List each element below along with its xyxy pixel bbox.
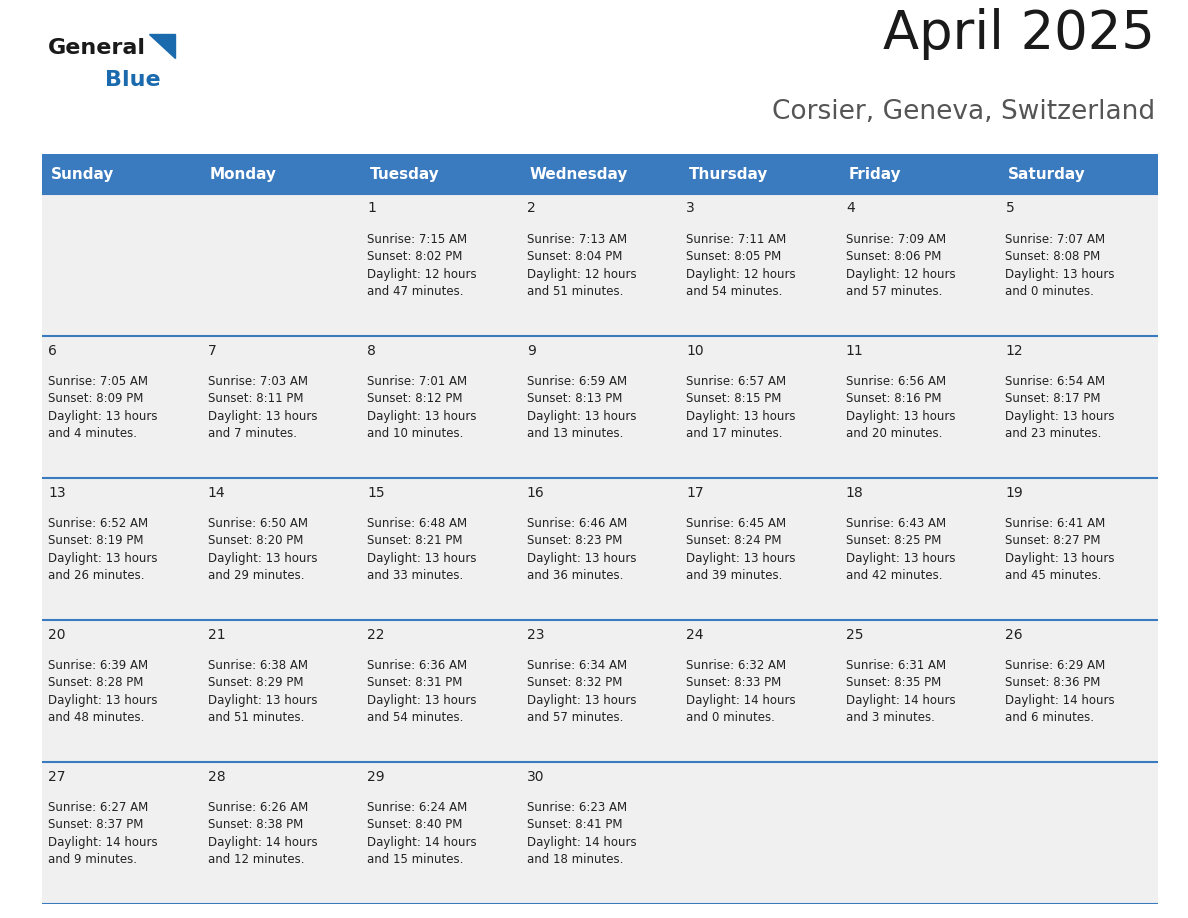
Text: Thursday: Thursday [689,166,767,182]
Text: April 2025: April 2025 [883,8,1155,61]
Text: 20: 20 [49,628,65,642]
Text: Friday: Friday [848,166,901,182]
Text: 9: 9 [526,343,536,357]
Text: Sunrise: 6:39 AM
Sunset: 8:28 PM
Daylight: 13 hours
and 48 minutes.: Sunrise: 6:39 AM Sunset: 8:28 PM Dayligh… [49,659,158,724]
Text: 27: 27 [49,769,65,784]
Text: Sunrise: 6:23 AM
Sunset: 8:41 PM
Daylight: 14 hours
and 18 minutes.: Sunrise: 6:23 AM Sunset: 8:41 PM Dayligh… [526,800,637,867]
Text: Sunday: Sunday [51,166,114,182]
Text: Tuesday: Tuesday [369,166,440,182]
Bar [42,621,1158,762]
Text: 28: 28 [208,769,226,784]
Text: Wednesday: Wednesday [529,166,627,182]
Bar [201,154,361,194]
Text: 18: 18 [846,486,864,499]
Bar [520,154,680,194]
Text: 17: 17 [687,486,704,499]
Text: Monday: Monday [210,166,277,182]
Text: 10: 10 [687,343,704,357]
Text: Sunrise: 7:11 AM
Sunset: 8:05 PM
Daylight: 12 hours
and 54 minutes.: Sunrise: 7:11 AM Sunset: 8:05 PM Dayligh… [687,233,796,298]
Text: 7: 7 [208,343,216,357]
Text: 11: 11 [846,343,864,357]
Text: Sunrise: 7:01 AM
Sunset: 8:12 PM
Daylight: 13 hours
and 10 minutes.: Sunrise: 7:01 AM Sunset: 8:12 PM Dayligh… [367,375,476,441]
Bar [42,194,1158,336]
Text: 15: 15 [367,486,385,499]
Text: Sunrise: 6:27 AM
Sunset: 8:37 PM
Daylight: 14 hours
and 9 minutes.: Sunrise: 6:27 AM Sunset: 8:37 PM Dayligh… [49,800,158,867]
Text: 29: 29 [367,769,385,784]
Text: Sunrise: 6:59 AM
Sunset: 8:13 PM
Daylight: 13 hours
and 13 minutes.: Sunrise: 6:59 AM Sunset: 8:13 PM Dayligh… [526,375,637,441]
Text: Sunrise: 6:29 AM
Sunset: 8:36 PM
Daylight: 14 hours
and 6 minutes.: Sunrise: 6:29 AM Sunset: 8:36 PM Dayligh… [1005,659,1116,724]
Text: Sunrise: 6:34 AM
Sunset: 8:32 PM
Daylight: 13 hours
and 57 minutes.: Sunrise: 6:34 AM Sunset: 8:32 PM Dayligh… [526,659,637,724]
Text: Sunrise: 7:05 AM
Sunset: 8:09 PM
Daylight: 13 hours
and 4 minutes.: Sunrise: 7:05 AM Sunset: 8:09 PM Dayligh… [49,375,158,441]
Text: 3: 3 [687,201,695,216]
Text: 12: 12 [1005,343,1023,357]
Text: Sunrise: 7:07 AM
Sunset: 8:08 PM
Daylight: 13 hours
and 0 minutes.: Sunrise: 7:07 AM Sunset: 8:08 PM Dayligh… [1005,233,1116,298]
Text: Sunrise: 6:43 AM
Sunset: 8:25 PM
Daylight: 13 hours
and 42 minutes.: Sunrise: 6:43 AM Sunset: 8:25 PM Dayligh… [846,517,955,582]
Text: 24: 24 [687,628,704,642]
Text: Corsier, Geneva, Switzerland: Corsier, Geneva, Switzerland [772,99,1155,126]
Text: Sunrise: 6:50 AM
Sunset: 8:20 PM
Daylight: 13 hours
and 29 minutes.: Sunrise: 6:50 AM Sunset: 8:20 PM Dayligh… [208,517,317,582]
Bar [42,762,1158,904]
Text: 2: 2 [526,201,536,216]
Text: Sunrise: 6:57 AM
Sunset: 8:15 PM
Daylight: 13 hours
and 17 minutes.: Sunrise: 6:57 AM Sunset: 8:15 PM Dayligh… [687,375,796,441]
Text: General: General [48,38,145,58]
Text: 19: 19 [1005,486,1023,499]
Text: Sunrise: 7:13 AM
Sunset: 8:04 PM
Daylight: 12 hours
and 51 minutes.: Sunrise: 7:13 AM Sunset: 8:04 PM Dayligh… [526,233,637,298]
Bar [999,154,1158,194]
Text: 4: 4 [846,201,854,216]
Text: Sunrise: 6:45 AM
Sunset: 8:24 PM
Daylight: 13 hours
and 39 minutes.: Sunrise: 6:45 AM Sunset: 8:24 PM Dayligh… [687,517,796,582]
Text: Saturday: Saturday [1007,166,1086,182]
Text: 8: 8 [367,343,377,357]
Text: Sunrise: 6:48 AM
Sunset: 8:21 PM
Daylight: 13 hours
and 33 minutes.: Sunrise: 6:48 AM Sunset: 8:21 PM Dayligh… [367,517,476,582]
Text: Sunrise: 6:26 AM
Sunset: 8:38 PM
Daylight: 14 hours
and 12 minutes.: Sunrise: 6:26 AM Sunset: 8:38 PM Dayligh… [208,800,317,867]
Text: 6: 6 [49,343,57,357]
Polygon shape [150,34,175,59]
Bar [361,154,520,194]
Text: Sunrise: 6:52 AM
Sunset: 8:19 PM
Daylight: 13 hours
and 26 minutes.: Sunrise: 6:52 AM Sunset: 8:19 PM Dayligh… [49,517,158,582]
Text: 30: 30 [526,769,544,784]
Text: Sunrise: 6:56 AM
Sunset: 8:16 PM
Daylight: 13 hours
and 20 minutes.: Sunrise: 6:56 AM Sunset: 8:16 PM Dayligh… [846,375,955,441]
Bar [42,336,1158,478]
Text: 25: 25 [846,628,864,642]
Text: Sunrise: 6:32 AM
Sunset: 8:33 PM
Daylight: 14 hours
and 0 minutes.: Sunrise: 6:32 AM Sunset: 8:33 PM Dayligh… [687,659,796,724]
Text: 1: 1 [367,201,377,216]
Text: 5: 5 [1005,201,1015,216]
Bar [42,478,1158,621]
Text: Sunrise: 7:03 AM
Sunset: 8:11 PM
Daylight: 13 hours
and 7 minutes.: Sunrise: 7:03 AM Sunset: 8:11 PM Dayligh… [208,375,317,441]
Text: Sunrise: 6:38 AM
Sunset: 8:29 PM
Daylight: 13 hours
and 51 minutes.: Sunrise: 6:38 AM Sunset: 8:29 PM Dayligh… [208,659,317,724]
Bar [42,154,201,194]
Text: Sunrise: 6:41 AM
Sunset: 8:27 PM
Daylight: 13 hours
and 45 minutes.: Sunrise: 6:41 AM Sunset: 8:27 PM Dayligh… [1005,517,1116,582]
Text: 14: 14 [208,486,226,499]
Bar [680,154,839,194]
Text: 16: 16 [526,486,544,499]
Text: Sunrise: 6:46 AM
Sunset: 8:23 PM
Daylight: 13 hours
and 36 minutes.: Sunrise: 6:46 AM Sunset: 8:23 PM Dayligh… [526,517,637,582]
Text: 26: 26 [1005,628,1023,642]
Text: Sunrise: 6:54 AM
Sunset: 8:17 PM
Daylight: 13 hours
and 23 minutes.: Sunrise: 6:54 AM Sunset: 8:17 PM Dayligh… [1005,375,1116,441]
Text: 23: 23 [526,628,544,642]
Bar [839,154,999,194]
Text: 22: 22 [367,628,385,642]
Text: Sunrise: 7:09 AM
Sunset: 8:06 PM
Daylight: 12 hours
and 57 minutes.: Sunrise: 7:09 AM Sunset: 8:06 PM Dayligh… [846,233,955,298]
Text: 13: 13 [49,486,65,499]
Text: Sunrise: 6:24 AM
Sunset: 8:40 PM
Daylight: 14 hours
and 15 minutes.: Sunrise: 6:24 AM Sunset: 8:40 PM Dayligh… [367,800,476,867]
Text: Sunrise: 6:31 AM
Sunset: 8:35 PM
Daylight: 14 hours
and 3 minutes.: Sunrise: 6:31 AM Sunset: 8:35 PM Dayligh… [846,659,955,724]
Text: Sunrise: 6:36 AM
Sunset: 8:31 PM
Daylight: 13 hours
and 54 minutes.: Sunrise: 6:36 AM Sunset: 8:31 PM Dayligh… [367,659,476,724]
Text: Blue: Blue [105,70,160,90]
Text: 21: 21 [208,628,226,642]
Text: Sunrise: 7:15 AM
Sunset: 8:02 PM
Daylight: 12 hours
and 47 minutes.: Sunrise: 7:15 AM Sunset: 8:02 PM Dayligh… [367,233,476,298]
